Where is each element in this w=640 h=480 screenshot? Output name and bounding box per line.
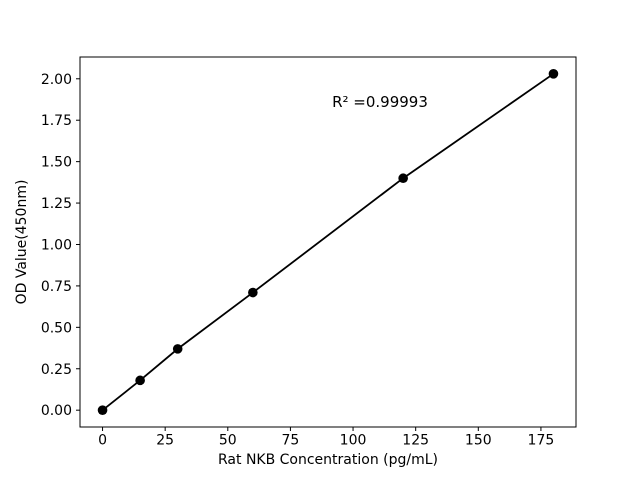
x-tick-label: 50 bbox=[219, 433, 237, 449]
data-point-marker bbox=[398, 173, 408, 184]
x-tick-label: 175 bbox=[528, 433, 555, 449]
x-tick-label: 75 bbox=[282, 433, 300, 449]
y-tick-label: 0.50 bbox=[41, 320, 72, 336]
x-tick-label: 100 bbox=[340, 433, 367, 449]
x-tick-label: 0 bbox=[98, 433, 107, 449]
y-tick-label: 0.25 bbox=[41, 362, 72, 378]
r-squared-annotation: R² =0.99993 bbox=[332, 93, 428, 111]
y-tick-label: 1.50 bbox=[41, 155, 72, 171]
y-axis-label: OD Value(450nm) bbox=[14, 180, 30, 305]
data-point-marker bbox=[172, 344, 183, 354]
axes-spines bbox=[79, 56, 577, 428]
ticks-layer: 0 25 50 75 100 125 150 175 0.00 0.25 0.50 0.75 1.00 1… bbox=[41, 72, 554, 449]
x-tick-label: 125 bbox=[402, 433, 429, 449]
x-tick-label: 25 bbox=[156, 433, 174, 449]
y-tick-label: 0.75 bbox=[41, 279, 72, 295]
x-tick-label: 150 bbox=[465, 433, 492, 449]
data-point-marker bbox=[248, 287, 258, 298]
data-point-marker bbox=[97, 405, 108, 415]
y-tick-label: 1.00 bbox=[41, 237, 72, 253]
series-line bbox=[101, 73, 554, 411]
y-tick-label: 2.00 bbox=[41, 72, 72, 88]
y-tick-label: 0.00 bbox=[41, 403, 72, 419]
x-axis-label: Rat NKB Concentration (pg/mL) bbox=[218, 452, 438, 468]
data-series-layer bbox=[97, 69, 559, 415]
y-tick-label: 1.75 bbox=[41, 113, 72, 129]
data-point-marker bbox=[135, 375, 145, 386]
y-tick-label: 1.25 bbox=[41, 196, 72, 212]
data-point-marker bbox=[548, 69, 559, 79]
